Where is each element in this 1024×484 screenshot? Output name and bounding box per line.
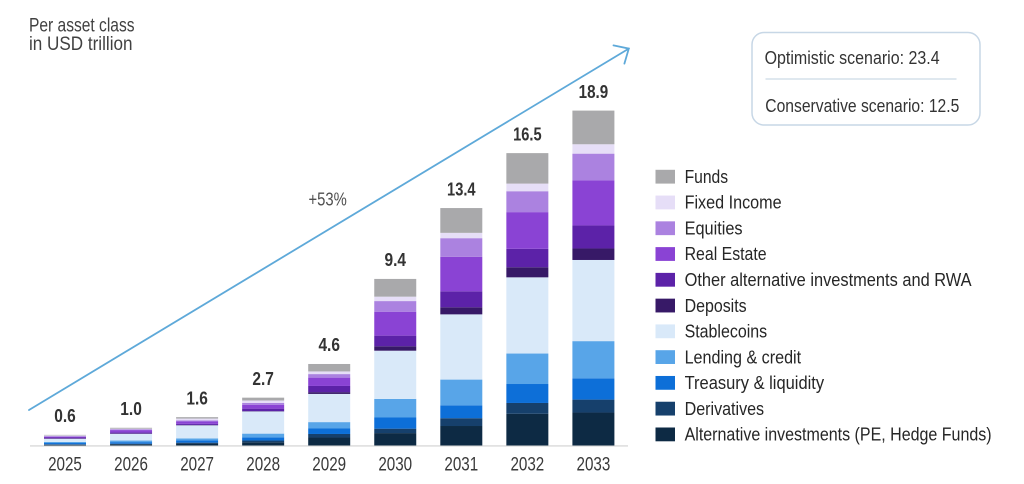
svg-text:Alternative investments (PE, H: Alternative investments (PE, Hedge Funds… — [685, 425, 992, 445]
svg-text:1.6: 1.6 — [186, 388, 208, 408]
svg-text:2030: 2030 — [378, 455, 412, 476]
svg-text:2032: 2032 — [510, 455, 544, 476]
svg-text:16.5: 16.5 — [513, 124, 542, 144]
svg-text:in USD trillion: in USD trillion — [29, 34, 133, 55]
svg-text:Optimistic scenario: 23.4: Optimistic scenario: 23.4 — [765, 47, 940, 68]
svg-text:Treasury & liquidity: Treasury & liquidity — [685, 373, 825, 393]
svg-text:9.4: 9.4 — [385, 250, 407, 270]
svg-text:1.0: 1.0 — [120, 399, 142, 419]
svg-text:2025: 2025 — [48, 455, 82, 476]
svg-text:Fixed Income: Fixed Income — [685, 193, 782, 213]
svg-text:2029: 2029 — [312, 455, 346, 476]
svg-text:Deposits: Deposits — [685, 296, 747, 316]
svg-text:4.6: 4.6 — [318, 335, 340, 355]
svg-text:0.6: 0.6 — [54, 406, 76, 426]
svg-text:Other alternative investments: Other alternative investments and RWA — [685, 270, 972, 290]
svg-text:2026: 2026 — [114, 455, 148, 476]
svg-text:Funds: Funds — [685, 167, 729, 187]
svg-text:Real Estate: Real Estate — [685, 244, 767, 264]
svg-text:2031: 2031 — [444, 455, 478, 476]
svg-text:2028: 2028 — [246, 455, 280, 476]
svg-text:2027: 2027 — [180, 455, 214, 476]
svg-text:2.7: 2.7 — [252, 369, 274, 389]
svg-text:2033: 2033 — [577, 455, 611, 476]
svg-text:Lending & credit: Lending & credit — [685, 347, 802, 367]
svg-text:Equities: Equities — [685, 218, 743, 238]
svg-text:13.4: 13.4 — [447, 179, 476, 199]
svg-text:18.9: 18.9 — [579, 82, 609, 102]
svg-text:Per asset class: Per asset class — [29, 15, 135, 36]
svg-text:Derivatives: Derivatives — [685, 399, 765, 419]
svg-text:Conservative scenario: 12.5: Conservative scenario: 12.5 — [765, 95, 959, 116]
svg-text:+53%: +53% — [309, 189, 347, 209]
svg-text:Stablecoins: Stablecoins — [685, 322, 768, 342]
